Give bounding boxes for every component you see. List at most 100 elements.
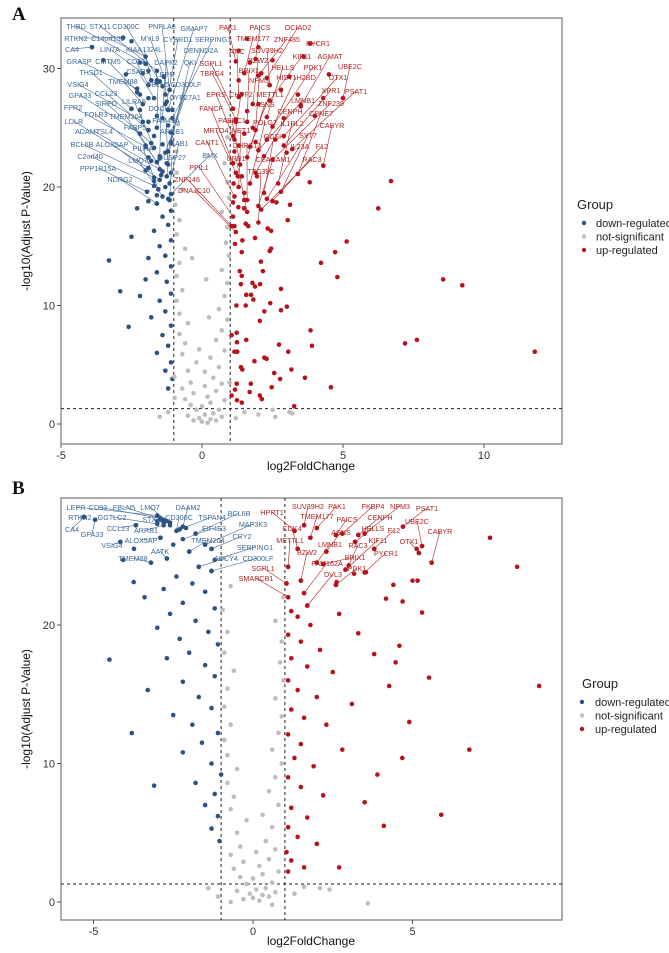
gene-label: ASNS [331,528,351,537]
point-up-regulated [240,238,245,243]
point-down-regulated [165,123,171,128]
point-down-regulated [209,826,214,831]
point-down-regulated [215,642,221,647]
label-leader-line [210,62,234,109]
label-leader-line [258,170,262,223]
point-down-regulated [160,142,165,147]
label-leader-line [215,129,237,173]
point-up-regulated [258,259,264,264]
gene-label: ARRB1 [160,127,184,136]
labeled-point [154,68,160,74]
gene-label: MYL9 [141,34,160,43]
legend: Group down-regulated not-significantup-reg… [577,197,669,257]
gene-label: THSD1 [79,68,103,77]
label-leader-line [258,38,288,76]
point-down-regulated [164,279,170,285]
legend-swatch [579,726,585,732]
gene-label: QKI [184,58,196,67]
gene-label: FPR2 [64,103,82,112]
gene-label: HIST1H2BD [276,73,316,82]
labeled-point [143,144,148,150]
labeled-point [371,546,377,552]
gene-label: GPA33 [81,530,104,539]
label-leader-line [159,107,162,159]
point-not-significant [260,892,265,898]
point-down-regulated [120,557,126,563]
point-up-regulated [301,54,306,59]
point-up-regulated [257,281,263,287]
labeled-point [253,170,258,176]
labeled-point [146,127,151,133]
point-up-regulated [308,622,313,628]
point-not-significant [208,355,213,360]
gene-label: CYP27A1 [169,93,201,102]
point-not-significant [196,347,202,352]
gene-label: UBE2C [338,62,362,71]
labeled-point [314,525,320,531]
label-leader-line [125,25,160,82]
point-down-regulated [170,107,175,113]
point-up-regulated [288,655,294,661]
gene-label: SUV39H2 [251,46,283,55]
labeled-point [247,181,253,186]
labeled-point [256,73,261,78]
point-up-regulated [284,849,289,855]
point-up-regulated [248,292,254,298]
point-not-significant [234,766,240,772]
labeled-point [416,550,422,556]
point-up-regulated [295,834,300,840]
gene-label: CYBRD1 [163,35,192,44]
point-down-regulated [180,750,186,755]
gene-label: ADAMTSL4 [75,127,113,136]
label-leader-line [266,66,284,118]
gene-label: VSIG4 [101,541,122,550]
gene-label: PAK1 [328,502,346,511]
point-down-regulated [106,258,112,263]
gene-label: HPRT1 [260,508,283,517]
point-down-regulated [164,655,170,661]
point-down-regulated [117,288,123,294]
point-up-regulated [265,226,271,231]
labeled-point [155,513,160,518]
point-not-significant [222,293,227,299]
label-leader-line [105,102,152,144]
labeled-point [193,531,198,536]
labeled-point [154,159,160,165]
point-down-regulated [151,783,157,788]
gene-label: SERPING1 [237,543,273,552]
point-not-significant [269,824,275,830]
point-not-significant [219,381,225,387]
point-not-significant [227,380,232,385]
label-leader-line [117,524,136,529]
labeled-point [264,114,270,120]
label-leader-line [310,515,318,538]
x-tick-label: 0 [250,926,256,938]
labeled-point [165,107,171,113]
point-up-regulated [336,611,342,617]
point-not-significant [208,400,213,405]
label-leader-line [258,158,274,207]
point-up-regulated [288,858,294,863]
labeled-point [129,106,134,112]
label-leader-line [227,26,237,62]
labeled-point [167,520,173,525]
label-leader-line [348,544,359,566]
point-not-significant [221,737,227,743]
labeled-point [343,567,348,572]
x-tick-label: -5 [56,450,66,462]
gene-label: HELLS [272,63,295,72]
point-up-regulated [236,204,241,210]
point-down-regulated [168,323,174,328]
point-up-regulated [288,707,294,712]
gene-label: ALOX5AP [96,140,129,149]
point-up-regulated [252,284,258,289]
x-tick-label: 5 [340,450,346,462]
gene-label: C2orf40 [77,152,103,161]
gene-label: SGPL1 [251,564,274,573]
gene-label: CRY2 [232,532,251,541]
point-not-significant [250,876,256,881]
gene-label: POLG2 [253,118,277,127]
point-not-significant [250,895,256,901]
gene-label: LEPR [156,70,175,79]
point-up-regulated [307,179,313,185]
